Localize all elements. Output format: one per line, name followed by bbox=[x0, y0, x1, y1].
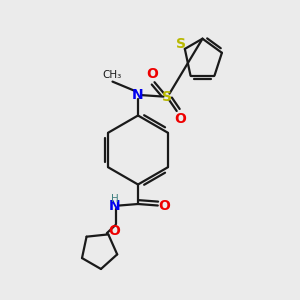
Text: O: O bbox=[158, 199, 170, 212]
Text: N: N bbox=[132, 88, 144, 102]
Text: S: S bbox=[161, 90, 172, 104]
Text: H: H bbox=[111, 194, 119, 204]
Text: O: O bbox=[146, 68, 158, 81]
Text: O: O bbox=[174, 112, 186, 126]
Text: S: S bbox=[176, 37, 186, 51]
Text: CH₃: CH₃ bbox=[102, 70, 122, 80]
Text: N: N bbox=[109, 199, 121, 212]
Text: O: O bbox=[108, 224, 120, 239]
